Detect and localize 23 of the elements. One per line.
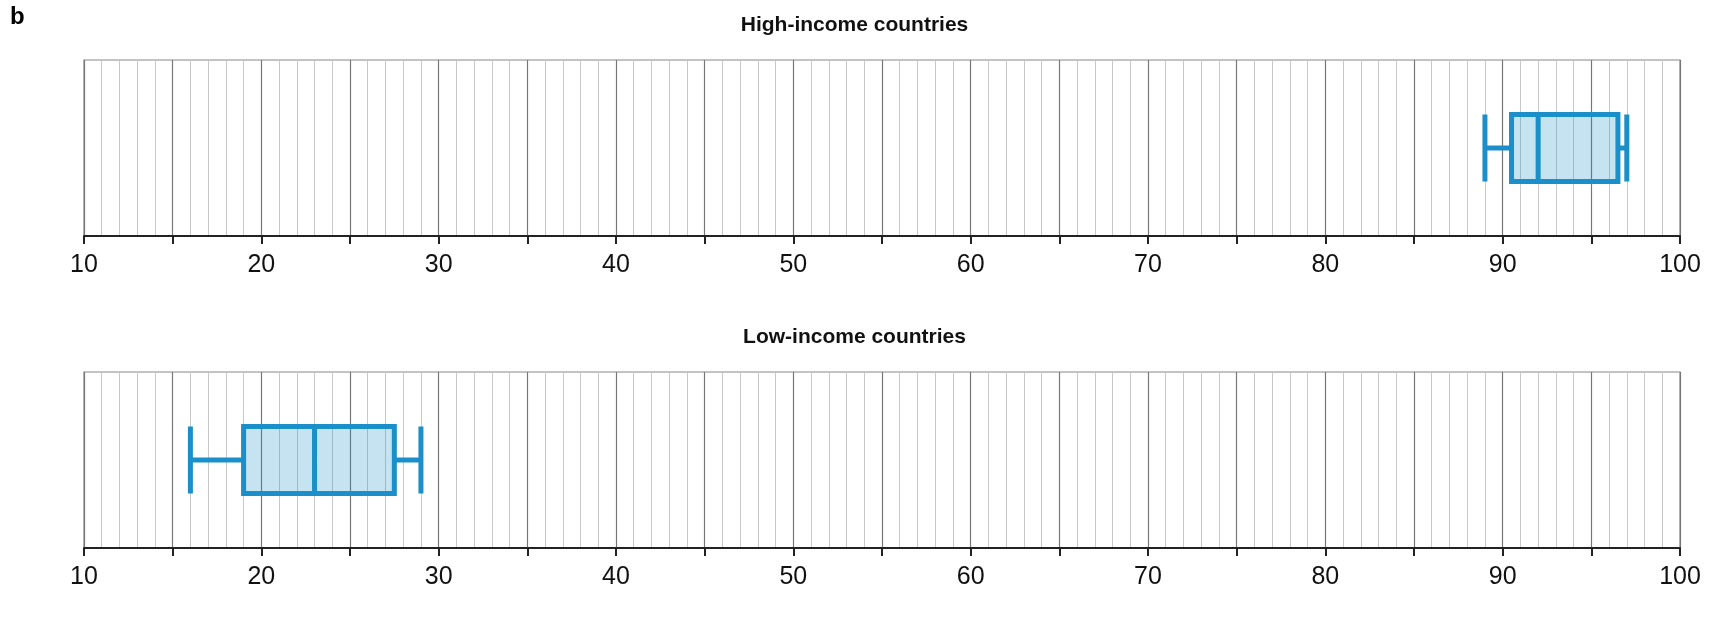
x-tick-label: 70 [1134, 248, 1162, 277]
x-tick-label: 70 [1134, 560, 1162, 589]
x-tick-label: 90 [1488, 248, 1517, 277]
x-tick-label: 10 [70, 560, 98, 589]
x-tick-label: 100 [1659, 248, 1701, 277]
text: b [10, 2, 25, 30]
x-tick-label: 60 [956, 560, 985, 589]
x-tick-label: 50 [779, 560, 808, 589]
x-tick-label: 30 [424, 560, 453, 589]
x-tick-label: 100 [1659, 560, 1701, 589]
x-tick-label: 80 [1311, 560, 1340, 589]
chart-title: Low-income countries [743, 324, 966, 347]
x-tick-label: 20 [247, 248, 276, 277]
x-tick-label: 30 [424, 248, 453, 277]
x-tick-label: 20 [247, 560, 276, 589]
x-tick-label: 40 [602, 248, 630, 277]
chart-title: High-income countries [740, 12, 969, 35]
x-tick-label: 60 [956, 248, 985, 277]
x-tick-label: 80 [1311, 248, 1340, 277]
x-tick-label: 40 [602, 560, 630, 589]
x-tick-label: 10 [70, 248, 98, 277]
x-tick-label: 90 [1488, 560, 1517, 589]
x-tick-label: 50 [779, 248, 808, 277]
